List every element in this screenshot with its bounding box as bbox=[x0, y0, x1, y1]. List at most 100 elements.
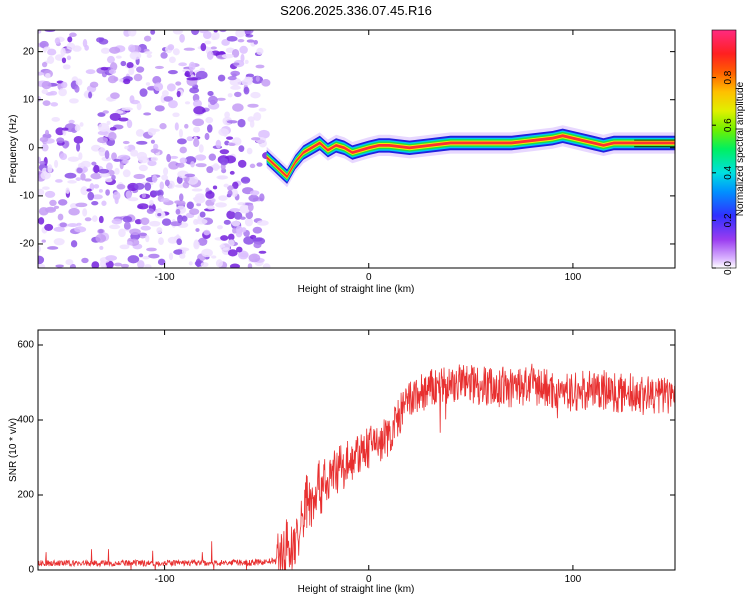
noise-blob bbox=[116, 183, 126, 190]
noise-blob bbox=[49, 90, 58, 96]
noise-blob bbox=[101, 200, 107, 206]
noise-blob bbox=[183, 47, 196, 51]
noise-blob bbox=[147, 87, 154, 91]
noise-blob bbox=[200, 43, 207, 52]
noise-blob bbox=[200, 262, 209, 268]
noise-blob bbox=[149, 199, 154, 206]
noise-blob bbox=[67, 36, 73, 43]
noise-blob bbox=[159, 123, 167, 130]
noise-blob bbox=[105, 189, 110, 196]
noise-blob bbox=[97, 112, 106, 117]
noise-blob bbox=[97, 130, 109, 136]
noise-blob bbox=[123, 221, 131, 230]
noise-blob bbox=[217, 225, 223, 230]
noise-blob bbox=[178, 128, 183, 138]
noise-blob bbox=[229, 170, 235, 175]
noise-blob bbox=[157, 213, 162, 217]
noise-blob bbox=[98, 168, 110, 174]
noise-blob bbox=[219, 30, 227, 33]
noise-blob bbox=[247, 116, 255, 123]
noise-blob bbox=[179, 253, 186, 259]
noise-blob bbox=[125, 190, 132, 199]
noise-blob bbox=[239, 252, 249, 258]
noise-blob bbox=[41, 143, 49, 152]
noise-blob bbox=[218, 195, 228, 201]
noise-blob bbox=[111, 152, 117, 161]
noise-blob bbox=[231, 220, 241, 227]
noise-blob bbox=[252, 237, 263, 242]
noise-blob bbox=[253, 112, 262, 121]
noise-blob bbox=[181, 248, 187, 255]
noise-blob bbox=[66, 42, 76, 50]
snr-series-line bbox=[38, 363, 675, 570]
noise-blob bbox=[203, 30, 212, 40]
noise-blob bbox=[151, 175, 158, 183]
noise-blob bbox=[136, 102, 142, 111]
noise-blob bbox=[153, 143, 159, 150]
noise-blob bbox=[153, 82, 164, 92]
noise-blob bbox=[119, 244, 130, 250]
noise-blob bbox=[98, 147, 107, 157]
noise-blob bbox=[78, 152, 83, 160]
noise-blob bbox=[128, 44, 136, 53]
ridge-band bbox=[266, 134, 675, 179]
colorbar-tick-label: 0.4 bbox=[723, 165, 734, 179]
noise-blob bbox=[223, 219, 231, 225]
noise-blob bbox=[152, 76, 162, 85]
noise-blob bbox=[115, 55, 122, 59]
noise-blob bbox=[245, 73, 255, 78]
noise-blob bbox=[126, 61, 134, 69]
noise-blob bbox=[126, 241, 133, 246]
noise-blob bbox=[184, 70, 190, 77]
noise-blob bbox=[54, 37, 61, 45]
noise-blob bbox=[252, 226, 263, 234]
noise-blob bbox=[75, 78, 83, 86]
noise-blob bbox=[221, 39, 230, 46]
noise-blob bbox=[121, 107, 134, 111]
noise-blob bbox=[235, 30, 246, 38]
noise-blob bbox=[140, 225, 151, 231]
noise-blob bbox=[176, 90, 181, 98]
noise-blob bbox=[249, 190, 260, 196]
noise-blob bbox=[179, 146, 187, 154]
noise-blob bbox=[160, 52, 168, 59]
noise-blob bbox=[227, 249, 238, 257]
noise-blob bbox=[146, 53, 152, 59]
spectrogram-ytick-label: -20 bbox=[20, 239, 35, 250]
noise-blob bbox=[210, 46, 217, 50]
noise-blob bbox=[215, 202, 227, 208]
noise-blob bbox=[195, 154, 207, 161]
noise-blob bbox=[140, 217, 150, 226]
noise-blob bbox=[97, 137, 109, 144]
noise-blob bbox=[84, 217, 92, 222]
noise-blob bbox=[195, 218, 208, 225]
noise-blob bbox=[41, 81, 52, 90]
noise-blob bbox=[237, 202, 246, 206]
noise-blob bbox=[42, 100, 51, 107]
noise-blob bbox=[149, 220, 161, 227]
noise-blob bbox=[195, 70, 208, 80]
noise-blob bbox=[204, 132, 210, 141]
noise-blob bbox=[210, 255, 217, 259]
noise-blob bbox=[226, 136, 234, 140]
noise-blob bbox=[98, 215, 104, 224]
noise-blob bbox=[139, 88, 148, 97]
spectrogram-x-ticks: -100 0 100 bbox=[155, 30, 582, 283]
noise-blob bbox=[261, 79, 271, 87]
noise-blob bbox=[172, 112, 180, 118]
noise-blob bbox=[243, 30, 254, 35]
noise-blob bbox=[248, 203, 254, 212]
noise-blob bbox=[247, 263, 253, 268]
noise-blob bbox=[91, 161, 97, 166]
noise-blob bbox=[127, 197, 139, 202]
noise-blob bbox=[55, 264, 64, 268]
noise-blob bbox=[164, 179, 170, 187]
noise-blob bbox=[150, 30, 156, 35]
noise-blob bbox=[143, 112, 152, 116]
noise-blob bbox=[65, 259, 74, 266]
noise-blob bbox=[70, 240, 78, 248]
noise-blob bbox=[118, 78, 124, 83]
noise-blob bbox=[104, 150, 110, 160]
noise-blob bbox=[61, 127, 69, 131]
noise-blob bbox=[109, 126, 117, 131]
